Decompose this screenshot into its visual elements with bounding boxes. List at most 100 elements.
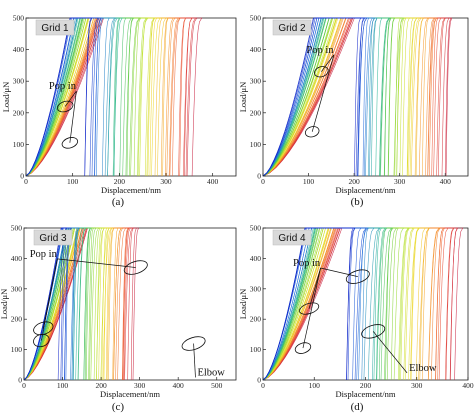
load-displacement-curve [23,227,105,381]
annotation-pop-in: Pop in [304,45,335,138]
load-displacement-curve [262,17,453,177]
annotation-ellipse [345,269,370,284]
annotation-leader-line [64,90,77,107]
x-tick-label: 500 [211,381,223,390]
load-displacement-curve [25,17,117,177]
curve-set [23,227,139,381]
annotation-leader-line [321,54,335,72]
load-displacement-curve [262,227,440,381]
curve-set [262,17,453,177]
x-tick-label: 100 [303,177,315,186]
load-displacement-curve [25,17,181,177]
y-tick-label: 400 [250,45,262,54]
y-tick-label: 0 [18,376,22,385]
y-tick-label: 100 [250,345,262,354]
y-tick-label: 0 [257,172,261,181]
load-displacement-curve [262,227,449,381]
curve-set [25,17,203,177]
load-displacement-curve [262,227,369,381]
load-displacement-curve [25,17,134,177]
load-displacement-curve [262,227,392,381]
annotation-label: Elbow [409,363,437,374]
grid-title: Grid 2 [278,23,306,34]
grid-title-box: Grid 2 [272,19,312,36]
annotation-ellipse [61,137,79,149]
load-displacement-curve [25,17,120,177]
y-tick-label: 0 [257,376,261,385]
y-axis-label: Load/μN [238,289,248,320]
load-displacement-curve [262,227,382,381]
chart-panel-1: 0 100 200 300 400 0 100 200 300 400 500 Displacemen… [1,14,237,208]
load-displacement-curve [262,17,435,177]
load-displacement-curve [262,227,369,381]
annotation-leader-line [308,267,321,309]
x-axis-label: Displacement/nm [336,389,396,399]
load-displacement-curve [262,17,422,177]
grid-title: Grid 1 [41,23,69,34]
x-tick-label: 0 [261,381,265,390]
y-tick-label: 400 [250,254,262,263]
load-displacement-curve [23,227,67,381]
panel-caption: (a) [112,196,125,208]
x-tick-label: 300 [394,177,406,186]
y-tick-label: 300 [250,284,262,293]
y-tick-label: 100 [13,140,25,149]
load-displacement-curve [262,227,454,381]
y-axis-label: Load/μN [238,82,248,113]
load-displacement-curve [25,17,102,177]
annotation-ellipse [33,333,50,348]
annotation-label: Elbow [197,367,225,378]
y-axis-label: Load/μN [1,82,11,113]
load-displacement-curve [262,227,354,381]
annotation-ellipse [181,336,206,351]
load-displacement-curve [262,227,410,381]
load-displacement-curve [25,17,163,177]
annotation-ellipse [294,342,312,354]
x-tick-label: 400 [207,177,219,186]
annotation-leader-line [311,54,335,132]
y-tick-label: 100 [11,345,23,354]
y-tick-label: 200 [11,315,23,324]
load-displacement-curve [262,17,446,177]
x-tick-label: 100 [309,381,321,390]
load-displacement-curve [23,227,113,381]
annotation-label: Pop in [293,258,321,269]
x-axis-label: Displacement/nm [336,185,396,195]
load-displacement-curve [262,227,441,381]
load-displacement-curve [25,17,158,177]
load-displacement-curve [262,17,407,177]
y-tick-label: 300 [13,77,25,86]
x-tick-label: 400 [440,177,452,186]
annotation-pop-in: Pop in [30,249,148,348]
y-tick-label: 0 [20,172,24,181]
grid-title-box: Grid 1 [35,19,75,36]
x-tick-label: 300 [411,381,423,390]
grid-title-box: Grid 4 [272,229,312,246]
load-displacement-curve [262,17,376,177]
x-tick-label: 100 [57,381,69,390]
load-displacement-curve [262,227,404,381]
annotation-label: Pop in [30,249,58,260]
y-axis-label: Load/μN [0,289,9,320]
load-displacement-curve [25,17,141,177]
chart-panel-4: 0 100 200 300 400 0 100 200 300 400 500 Displacemen… [238,224,474,414]
annotation-leader-line [302,267,321,349]
y-tick-label: 200 [13,108,25,117]
annotation-leader-line [41,258,58,341]
y-tick-label: 500 [11,224,23,233]
x-tick-label: 300 [134,381,146,390]
load-displacement-curve [262,227,455,381]
load-displacement-curve [262,227,421,381]
load-displacement-curve [25,17,92,177]
load-displacement-curve [25,17,121,177]
load-displacement-curve [262,227,397,381]
load-displacement-curve [262,17,442,177]
y-tick-label: 500 [250,14,262,23]
annotation-pop-in: Pop in [49,81,79,149]
x-tick-label: 200 [360,381,372,390]
x-tick-label: 0 [24,177,28,186]
y-tick-label: 300 [11,284,23,293]
load-displacement-curve [262,17,410,177]
load-displacement-curve [262,17,418,177]
x-tick-label: 0 [22,381,26,390]
